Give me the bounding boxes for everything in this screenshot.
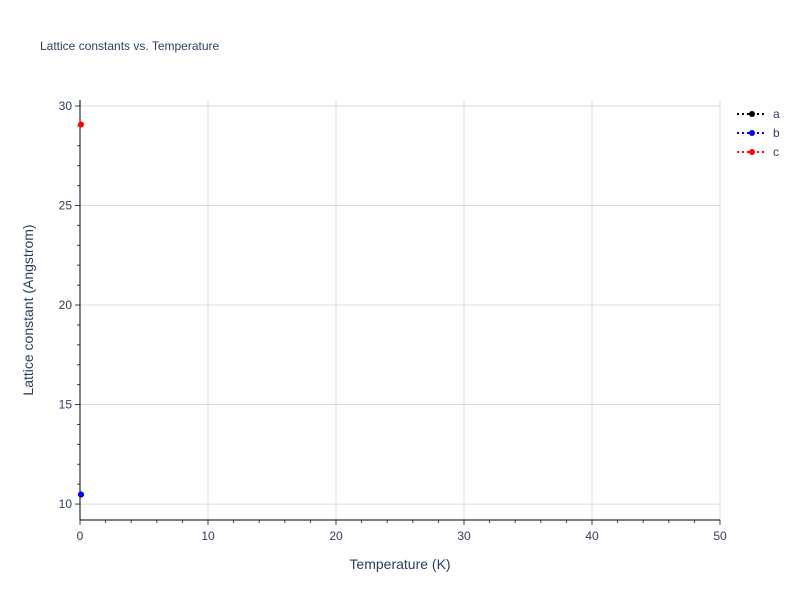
legend-label-a: a <box>773 107 780 121</box>
x-tick-label: 10 <box>201 529 215 543</box>
data-point-b <box>78 491 84 498</box>
y-axis-label: Lattice constant (Angstrom) <box>20 224 36 395</box>
x-tick-label: 20 <box>329 529 343 543</box>
y-tick-label: 30 <box>59 99 73 113</box>
chart-title: Lattice constants vs. Temperature <box>40 39 220 53</box>
x-tick-label: 0 <box>77 529 84 543</box>
x-tick-label: 50 <box>713 529 727 543</box>
legend-marker-a <box>749 111 755 117</box>
axes: 0 10 20 30 40 50 10 15 20 25 30 <box>59 99 727 543</box>
legend-label-c: c <box>773 145 779 159</box>
legend-marker-c <box>749 149 755 155</box>
y-tick-label: 25 <box>59 198 73 212</box>
legend-label-b: b <box>773 126 780 140</box>
data-points <box>78 121 84 498</box>
grid <box>80 100 721 520</box>
legend: abc <box>737 107 780 159</box>
x-tick-label: 30 <box>457 529 471 543</box>
y-tick-label: 10 <box>59 497 73 511</box>
x-axis-label: Temperature (K) <box>349 556 450 572</box>
x-tick-label: 40 <box>585 529 599 543</box>
y-tick-label: 15 <box>59 398 73 412</box>
legend-marker-b <box>749 130 755 136</box>
data-point-c <box>78 121 84 128</box>
y-tick-label: 20 <box>59 298 73 312</box>
